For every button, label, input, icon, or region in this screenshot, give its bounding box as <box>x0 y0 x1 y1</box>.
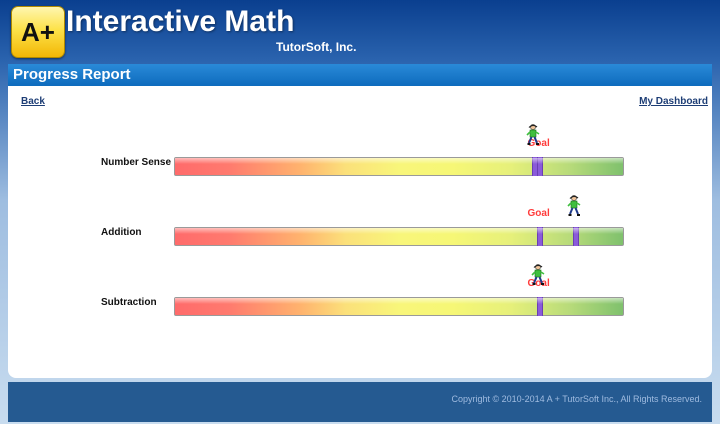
runner-icon <box>566 195 582 217</box>
app-header: A+ Interactive Math TutorSoft, Inc. <box>0 0 720 64</box>
progress-bar-addition <box>174 227 624 246</box>
skill-label-addition: Addition <box>101 227 142 238</box>
my-dashboard-link[interactable]: My Dashboard <box>639 96 708 107</box>
progress-bar-number-sense <box>174 157 624 176</box>
runner-icon <box>525 124 541 146</box>
company-name: TutorSoft, Inc. <box>276 40 357 54</box>
back-link[interactable]: Back <box>21 96 45 107</box>
goal-label: Goal <box>527 208 550 219</box>
goal-marker <box>536 227 543 246</box>
skill-label-subtraction: Subtraction <box>101 297 157 308</box>
footer: Copyright © 2010-2014 A + TutorSoft Inc.… <box>8 382 712 422</box>
goal-marker <box>536 297 543 316</box>
progress-report-panel: Progress Report Back My Dashboard Number… <box>8 64 712 378</box>
copyright-text: Copyright © 2010-2014 A + TutorSoft Inc.… <box>451 394 702 404</box>
goal-label: Goal <box>527 278 550 289</box>
progress-marker <box>572 227 579 246</box>
panel-title: Progress Report <box>8 64 712 86</box>
app-logo: A+ <box>11 6 65 58</box>
runner-icon <box>530 264 546 286</box>
app-title: Interactive Math <box>66 5 295 38</box>
progress-bar-subtraction <box>174 297 624 316</box>
skill-label-number-sense: Number Sense <box>101 157 172 168</box>
goal-marker <box>536 157 543 176</box>
